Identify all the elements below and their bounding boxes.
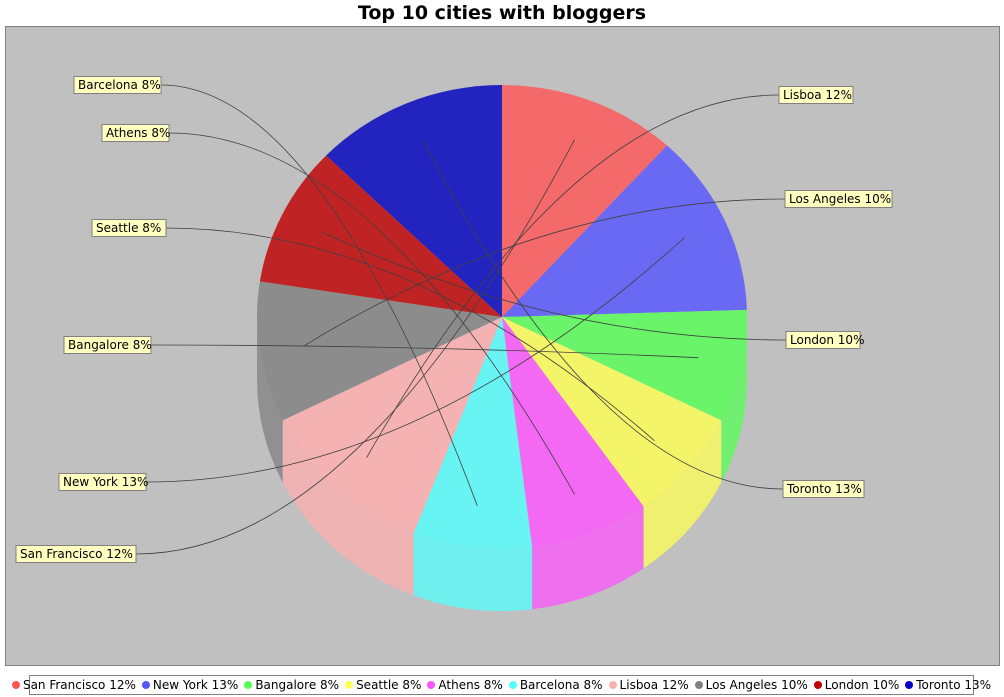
legend: San Francisco 12% New York 13% Bangalore 8…: [29, 675, 974, 695]
legend-item: New York 13%: [142, 678, 238, 692]
callout-label: Bangalore 8%: [68, 338, 152, 352]
legend-swatch: [814, 681, 822, 689]
callout-label: Lisboa 12%: [783, 88, 852, 102]
legend-item: Athens 8%: [427, 678, 502, 692]
callout-label: San Francisco 12%: [20, 547, 133, 561]
legend-item: Barcelona 8%: [509, 678, 603, 692]
legend-label: London 10%: [825, 678, 899, 692]
legend-item: Lisboa 12%: [609, 678, 689, 692]
legend-swatch: [345, 681, 353, 689]
legend-item: San Francisco 12%: [12, 678, 136, 692]
legend-swatch: [244, 681, 252, 689]
legend-label: New York 13%: [153, 678, 238, 692]
callout-label: Los Angeles 10%: [789, 192, 891, 206]
legend-swatch: [12, 681, 20, 689]
legend-swatch: [427, 681, 435, 689]
legend-swatch: [905, 681, 913, 689]
legend-label: Toronto 13%: [916, 678, 991, 692]
legend-item: Toronto 13%: [905, 678, 991, 692]
callout-label: Seattle 8%: [96, 221, 161, 235]
legend-item: London 10%: [814, 678, 899, 692]
legend-item: Los Angeles 10%: [695, 678, 808, 692]
legend-swatch: [695, 681, 703, 689]
legend-item: Bangalore 8%: [244, 678, 339, 692]
legend-label: Bangalore 8%: [255, 678, 339, 692]
callout-label: New York 13%: [63, 475, 148, 489]
legend-label: San Francisco 12%: [23, 678, 136, 692]
pie-top-faces: [257, 85, 747, 549]
legend-item: Seattle 8%: [345, 678, 421, 692]
legend-label: Athens 8%: [438, 678, 502, 692]
legend-swatch: [142, 681, 150, 689]
legend-label: Los Angeles 10%: [706, 678, 808, 692]
legend-swatch: [609, 681, 617, 689]
legend-label: Lisboa 12%: [620, 678, 689, 692]
legend-label: Seattle 8%: [356, 678, 421, 692]
chart-title: Top 10 cities with bloggers: [0, 2, 1004, 24]
legend-label: Barcelona 8%: [520, 678, 603, 692]
callout-label: Athens 8%: [106, 126, 170, 140]
legend-swatch: [509, 681, 517, 689]
callout-label: Toronto 13%: [786, 482, 862, 496]
callout-label: Barcelona 8%: [78, 78, 161, 92]
pie-chart: San Francisco 12% New York 13% Bangalore 8…: [6, 27, 1001, 667]
callout-label: London 10%: [790, 333, 864, 347]
plot-area: San Francisco 12% New York 13% Bangalore 8…: [5, 26, 1000, 666]
